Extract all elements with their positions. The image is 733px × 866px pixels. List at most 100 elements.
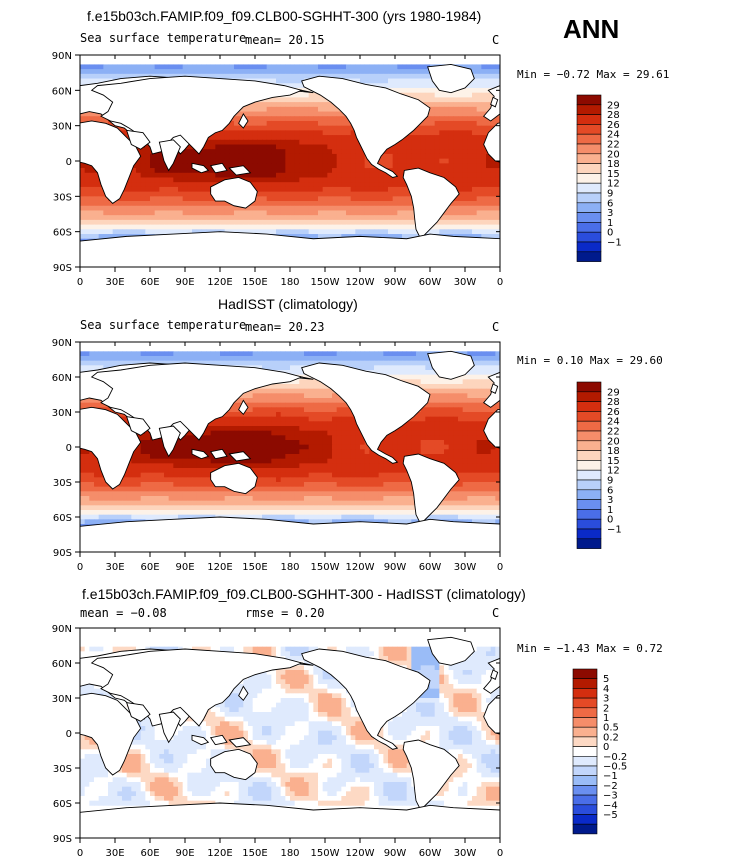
field-cell [341,196,347,202]
field-cell [462,92,468,98]
field-cell [332,139,338,145]
field-cell [318,215,324,221]
field-cell [80,186,86,193]
field-cell [243,158,249,164]
field-cell [271,111,277,117]
lat-tick-label: 60N [52,86,72,97]
field-cell [154,64,160,70]
field-cell [122,224,128,230]
field-cell [472,69,478,75]
field-cell [467,186,473,193]
field-cell [308,224,314,230]
field-cell [159,186,165,193]
field-cell [336,398,342,404]
field-cell [467,158,473,164]
field-cell [276,135,282,141]
field-cell [285,416,291,422]
field-cell [290,69,296,75]
field-cell [126,177,132,183]
field-cell [280,356,286,362]
field-cell [313,191,319,197]
field-cell [383,73,389,79]
field-cell [318,402,324,408]
field-cell [332,407,338,413]
field-cell [453,196,459,202]
field-cell [178,215,184,221]
field-cell [252,224,258,230]
field-cell [238,153,244,160]
field-cell [448,402,454,408]
field-cell [322,205,328,211]
field-cell [215,149,221,155]
field-cell [341,402,347,408]
field-cell [318,69,324,75]
field-cell [154,224,160,230]
field-cell [299,224,305,230]
field-cell [332,351,338,357]
field-cell [476,196,482,202]
field-cell [304,139,310,145]
field-cell [406,356,412,362]
field-cell [248,356,254,362]
field-cell [234,360,240,366]
field-cell [154,177,160,183]
field-cell [434,144,440,150]
field-cell [481,102,487,108]
field-cell [164,182,170,188]
field-cell [425,412,431,418]
field-cell [215,69,221,75]
field-cell [453,116,459,122]
field-cell [140,149,146,155]
field-cell [350,168,356,174]
field-cell [304,97,310,103]
field-cell [308,69,314,75]
field-cell [262,186,268,193]
field-cell [355,158,361,164]
field-cell [280,210,286,216]
field-cell [313,229,319,235]
field-cell [439,102,445,108]
field-cell [448,407,454,413]
field-cell [290,182,296,188]
field-cell [481,379,487,385]
field-cell [285,388,291,394]
field-cell [243,356,249,362]
field-cell [252,229,258,235]
field-cell [486,388,492,394]
field-cell [304,374,310,380]
field-cell [248,125,254,131]
field-cell [416,125,422,131]
field-cell [392,163,398,169]
field-cell [476,120,482,127]
field-cell [313,168,319,174]
field-cell [257,158,263,164]
field-cell [467,163,473,169]
field-cell [285,111,291,117]
field-cell [332,196,338,202]
field-cell [266,412,272,418]
field-cell [416,64,422,70]
field-cell [215,201,221,207]
field-cell [383,365,389,371]
field-cell [411,229,417,235]
field-cell [472,398,478,404]
field-cell [238,210,244,216]
field-cell [262,360,268,366]
lat-tick-label: 90S [53,263,72,274]
field-cell [472,384,478,390]
field-cell [280,191,286,197]
field-cell [159,64,165,70]
field-cell [332,64,338,70]
field-cell [299,215,305,221]
field-cell [98,205,104,211]
panel1-units: C [492,33,500,47]
field-cell [360,73,366,79]
field-cell [476,393,482,399]
field-cell [392,158,398,164]
field-cell [266,384,272,390]
field-cell [322,111,328,117]
field-cell [238,229,244,235]
field-cell [117,360,123,366]
field-cell [280,407,286,413]
field-cell [159,177,165,183]
